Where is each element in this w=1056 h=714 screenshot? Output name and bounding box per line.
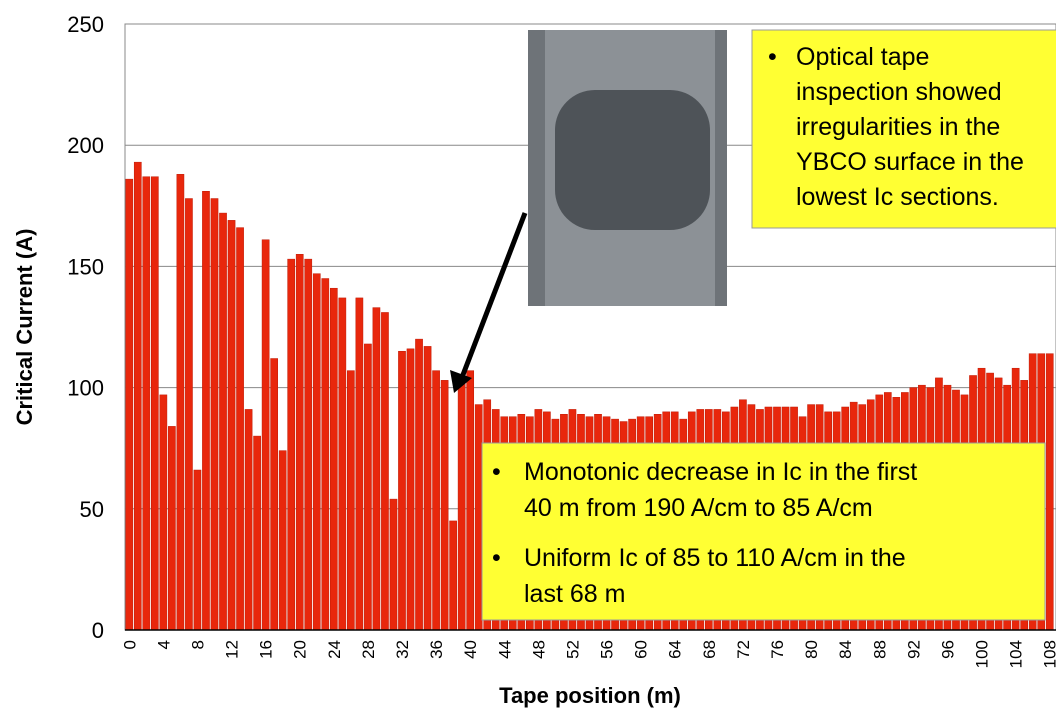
bar bbox=[364, 343, 372, 631]
x-tick-label: 108 bbox=[1041, 640, 1056, 668]
bar bbox=[449, 520, 457, 631]
x-tick-label: 24 bbox=[325, 640, 344, 659]
bar bbox=[176, 174, 185, 631]
x-tick-label: 80 bbox=[802, 640, 821, 659]
bar bbox=[440, 380, 449, 631]
annotation-text: irregularities in the bbox=[796, 113, 1000, 141]
bullet: • bbox=[492, 544, 501, 572]
x-tick-label: 64 bbox=[666, 640, 685, 659]
bar bbox=[432, 370, 440, 631]
bar bbox=[227, 220, 236, 631]
bar bbox=[261, 239, 270, 631]
bar bbox=[457, 375, 466, 631]
bar bbox=[329, 287, 338, 631]
arrow-head bbox=[450, 370, 472, 393]
photo-defect bbox=[555, 90, 710, 230]
bar bbox=[338, 297, 347, 631]
x-tick-label: 100 bbox=[973, 640, 992, 668]
bar bbox=[406, 348, 415, 631]
x-tick-label: 40 bbox=[461, 640, 480, 659]
annotation-text: 40 m from 190 A/cm to 85 A/cm bbox=[524, 494, 873, 522]
bar bbox=[193, 469, 202, 631]
bar bbox=[474, 404, 483, 631]
x-tick-label: 104 bbox=[1007, 640, 1026, 668]
x-tick-label: 68 bbox=[700, 640, 719, 659]
bar bbox=[1045, 353, 1054, 631]
y-tick-label: 150 bbox=[67, 254, 104, 279]
bar bbox=[202, 191, 210, 631]
x-tick-label: 28 bbox=[359, 640, 378, 659]
y-tick-label: 50 bbox=[80, 497, 104, 522]
annotation-text: last 68 m bbox=[524, 580, 625, 608]
y-tick-label: 100 bbox=[67, 376, 104, 401]
bar bbox=[312, 273, 321, 631]
y-axis-title: Critical Current (A) bbox=[12, 229, 37, 426]
bar bbox=[398, 350, 406, 631]
x-tick-label: 44 bbox=[495, 640, 514, 659]
bar bbox=[372, 307, 381, 631]
x-tick-label: 72 bbox=[734, 640, 753, 659]
x-tick-label: 0 bbox=[120, 640, 139, 649]
x-tick-label: 52 bbox=[563, 640, 582, 659]
bar bbox=[253, 435, 261, 631]
y-tick-label: 200 bbox=[67, 133, 104, 158]
x-tick-label: 32 bbox=[393, 640, 412, 659]
x-tick-label: 96 bbox=[938, 640, 957, 659]
annotation-text: Monotonic decrease in Ic in the first bbox=[524, 458, 917, 486]
bar bbox=[185, 198, 193, 631]
bar bbox=[466, 370, 475, 631]
bullet: • bbox=[492, 458, 501, 486]
bar bbox=[278, 450, 287, 631]
bar bbox=[159, 394, 168, 631]
x-tick-label: 60 bbox=[632, 640, 651, 659]
bar bbox=[295, 254, 304, 631]
bar bbox=[133, 161, 142, 631]
bar bbox=[210, 198, 219, 631]
bar bbox=[415, 338, 423, 631]
x-tick-label: 12 bbox=[223, 640, 242, 659]
bar bbox=[423, 346, 432, 631]
bar bbox=[355, 297, 364, 631]
bar bbox=[168, 426, 176, 631]
x-tick-label: 16 bbox=[257, 640, 276, 659]
x-tick-label: 56 bbox=[598, 640, 617, 659]
bar bbox=[151, 176, 159, 631]
annotation-box bbox=[481, 442, 1046, 621]
bar bbox=[244, 409, 253, 631]
annotation-text: inspection showed bbox=[796, 78, 1002, 106]
bar bbox=[381, 312, 389, 631]
x-tick-label: 84 bbox=[836, 640, 855, 659]
annotation-text: Uniform Ic of 85 to 110 A/cm in the bbox=[524, 544, 906, 572]
x-tick-label: 20 bbox=[291, 640, 310, 659]
x-tick-label: 92 bbox=[904, 640, 923, 659]
bullet: • bbox=[768, 43, 777, 71]
x-tick-label: 4 bbox=[154, 640, 173, 649]
y-tick-label: 0 bbox=[92, 618, 104, 643]
x-tick-label: 76 bbox=[768, 640, 787, 659]
annotation-text: Optical tape bbox=[796, 43, 929, 71]
bar bbox=[142, 176, 151, 631]
bar bbox=[287, 258, 296, 631]
bar bbox=[219, 212, 227, 631]
y-tick-label: 250 bbox=[67, 12, 104, 37]
x-tick-label: 88 bbox=[870, 640, 889, 659]
x-tick-label: 36 bbox=[427, 640, 446, 659]
bar bbox=[304, 258, 313, 631]
bar bbox=[347, 370, 355, 631]
arrow bbox=[458, 212, 528, 381]
annotation-box bbox=[751, 29, 1056, 229]
bar bbox=[125, 178, 134, 631]
bar bbox=[236, 227, 244, 631]
annotation-text: YBCO surface in the bbox=[796, 148, 1024, 176]
bar bbox=[270, 358, 278, 631]
bar bbox=[321, 278, 330, 631]
x-axis-title: Tape position (m) bbox=[499, 683, 681, 708]
bar bbox=[389, 498, 398, 631]
x-tick-label: 8 bbox=[188, 640, 207, 649]
annotation-text: lowest Ic sections. bbox=[796, 183, 999, 211]
x-tick-label: 48 bbox=[529, 640, 548, 659]
